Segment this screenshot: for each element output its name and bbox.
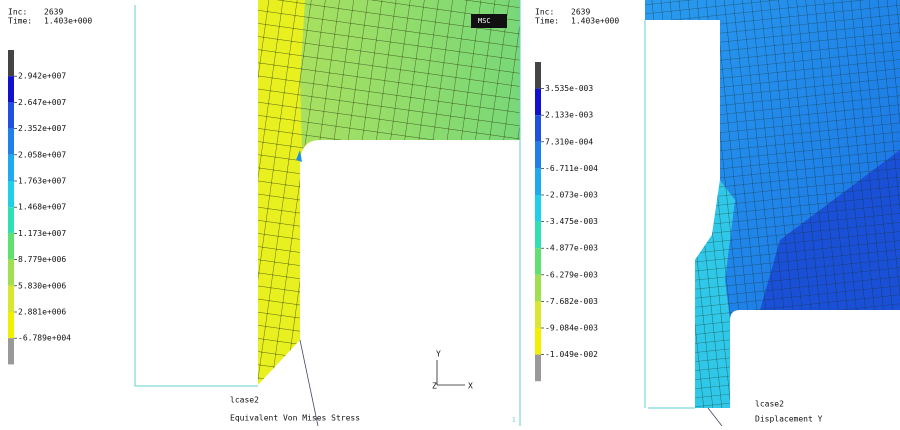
legend-swatch	[8, 338, 14, 364]
legend-label: 2.352e+007	[18, 124, 66, 133]
legend-label: -2.073e-003	[545, 191, 598, 200]
legend-label: -6.789e+004	[18, 334, 71, 343]
legend-label: 2.942e+007	[18, 72, 66, 81]
legend-swatch	[535, 355, 541, 382]
legend-swatch	[535, 275, 541, 302]
legend-label: -6.279e-003	[545, 270, 598, 279]
inc-label: Inc:	[535, 8, 554, 17]
legend-swatch	[535, 62, 541, 89]
legend-label: 1.173e+007	[18, 229, 66, 238]
time-label: Time:	[8, 17, 32, 26]
legend-label: -9.084e-003	[545, 324, 598, 333]
legend-swatch	[535, 301, 541, 328]
displacement-model	[645, 0, 900, 426]
legend-swatch	[535, 115, 541, 142]
legend-label: 3.535e-003	[545, 84, 593, 93]
legend-swatch	[535, 142, 541, 169]
legend-swatch	[8, 312, 14, 338]
legend-swatch	[535, 168, 541, 195]
legend-label: -6.711e-004	[545, 164, 598, 173]
result-name: Displacement Y	[755, 415, 823, 424]
stress-model	[258, 0, 520, 426]
legend-label: 8.779e+006	[18, 255, 66, 264]
time-value: 1.403e+000	[571, 17, 619, 26]
legend-swatch	[535, 195, 541, 222]
legend-swatch	[535, 222, 541, 249]
legend-swatch	[8, 233, 14, 259]
legend-label: 1.763e+007	[18, 177, 66, 186]
axis-label: Z	[432, 382, 437, 391]
legend-swatch	[8, 76, 14, 102]
legend-label: 5.830e+006	[18, 281, 66, 290]
screenshot: MSC Y Z X 1 Inc: 2639 Time: 1.403e+000 2.942…	[0, 0, 900, 426]
legend-swatch	[8, 155, 14, 181]
legend-label: 1.468e+007	[18, 203, 66, 212]
axis-triad	[437, 360, 465, 385]
legend-swatch	[8, 102, 14, 128]
case-name: lcase2	[755, 400, 784, 409]
legend-swatch	[8, 181, 14, 207]
legend-swatch	[8, 50, 14, 76]
case-name: lcase2	[230, 396, 259, 405]
inc-label: Inc:	[8, 8, 27, 17]
legend-label: -7.682e-003	[545, 297, 598, 306]
legend-label: -3.475e-003	[545, 217, 598, 226]
legend-label: -1.049e-002	[545, 350, 598, 359]
legend-label: -4.877e-003	[545, 244, 598, 253]
corner-number: 1	[512, 417, 516, 424]
time-value: 1.403e+000	[44, 17, 92, 26]
axis-label: Y	[436, 350, 441, 359]
result-name: Equivalent Von Mises Stress	[230, 414, 360, 423]
inc-value: 2639	[44, 8, 63, 17]
legend-swatch	[535, 328, 541, 355]
legend-swatch	[535, 248, 541, 275]
legend-label: 7.310e-004	[545, 137, 593, 146]
legend-label: 2.133e-003	[545, 111, 593, 120]
legend-swatch	[8, 286, 14, 312]
axis-label: X	[468, 382, 473, 391]
legend-label: 2.881e+006	[18, 308, 66, 317]
legend-swatch	[8, 260, 14, 286]
legend-label: 2.058e+007	[18, 150, 66, 159]
logo: MSC	[478, 17, 491, 25]
time-label: Time:	[535, 17, 559, 26]
legend-label: 2.647e+007	[18, 98, 66, 107]
legend-swatch	[535, 89, 541, 116]
inc-value: 2639	[571, 8, 590, 17]
legend-swatch	[8, 129, 14, 155]
legend-swatch	[8, 207, 14, 233]
